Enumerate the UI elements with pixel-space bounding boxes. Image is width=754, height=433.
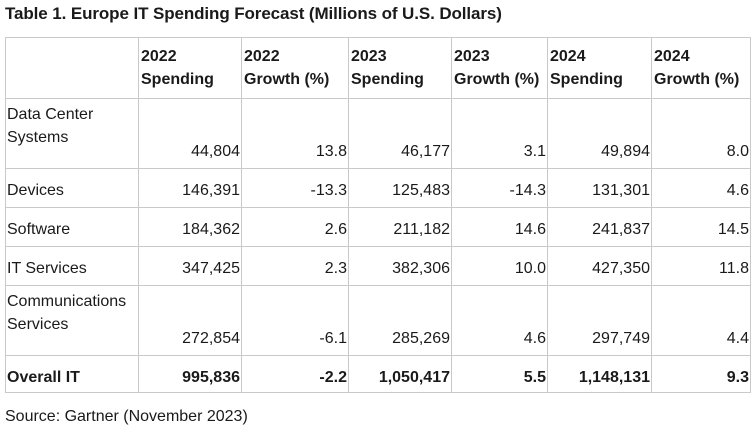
- table-cell: 211,182: [348, 207, 452, 247]
- table-cell: 14.5: [651, 207, 751, 247]
- table-cell: 184,362: [138, 207, 242, 247]
- row-label: Overall IT: [5, 355, 139, 393]
- row-label: IT Services: [5, 246, 139, 286]
- table-cell: 4.6: [651, 168, 751, 208]
- table-cell: 49,894: [547, 98, 652, 169]
- table-cell: 5.5: [451, 355, 548, 393]
- table-cell: 427,350: [547, 246, 652, 286]
- table-cell: 241,837: [547, 207, 652, 247]
- table-cell: -2.2: [241, 355, 349, 393]
- table-row: Devices 146,391 -13.3 125,483 -14.3 131,…: [5, 168, 751, 208]
- table-cell: 347,425: [138, 246, 242, 286]
- table-row: Data Center Systems 44,804 13.8 46,177 3.…: [5, 98, 751, 169]
- header-cell-label: [5, 37, 139, 99]
- table-cell: 995,836: [138, 355, 242, 393]
- table-cell: 13.8: [241, 98, 349, 169]
- source-note: Source: Gartner (November 2023): [5, 408, 248, 425]
- header-row: 2022 Spending 2022 Growth (%) 2023 Spending…: [5, 37, 751, 99]
- table-cell: 1,050,417: [348, 355, 452, 393]
- table-cell: 10.0: [451, 246, 548, 286]
- table-cell: 4.6: [451, 285, 548, 356]
- table-cell: -6.1: [241, 285, 349, 356]
- header-cell-2023-growth: 2023 Growth (%): [451, 37, 548, 99]
- header-cell-2022-growth: 2022 Growth (%): [241, 37, 349, 99]
- table-cell: 285,269: [348, 285, 452, 356]
- table-cell: 2.6: [241, 207, 349, 247]
- table-cell: 4.4: [651, 285, 751, 356]
- row-label: Devices: [5, 168, 139, 208]
- header-cell-2024-spending: 2024 Spending: [547, 37, 652, 99]
- table-row: Communications Services 272,854 -6.1 285,…: [5, 285, 751, 356]
- row-label: Software: [5, 207, 139, 247]
- table-cell: 3.1: [451, 98, 548, 169]
- table-cell: 2.3: [241, 246, 349, 286]
- table-row: Software 184,362 2.6 211,182 14.6 241,83…: [5, 207, 751, 247]
- table-cell: 8.0: [651, 98, 751, 169]
- table-cell: 44,804: [138, 98, 242, 169]
- total-row: Overall IT 995,836 -2.2 1,050,417 5.5 1,…: [5, 355, 751, 393]
- table-cell: 131,301: [547, 168, 652, 208]
- table-cell: 297,749: [547, 285, 652, 356]
- table-cell: 382,306: [348, 246, 452, 286]
- header-cell-2022-spending: 2022 Spending: [138, 37, 242, 99]
- row-label: Data Center Systems: [5, 98, 139, 169]
- table-cell: 14.6: [451, 207, 548, 247]
- header-cell-2024-growth: 2024 Growth (%): [651, 37, 751, 99]
- table-cell: -13.3: [241, 168, 349, 208]
- table-cell: 125,483: [348, 168, 452, 208]
- table-cell: 272,854: [138, 285, 242, 356]
- table-cell: 11.8: [651, 246, 751, 286]
- row-label: Communications Services: [5, 285, 139, 356]
- spending-forecast-table: 2022 Spending 2022 Growth (%) 2023 Spending…: [5, 37, 751, 393]
- table-row: IT Services 347,425 2.3 382,306 10.0 427…: [5, 246, 751, 286]
- table-cell: 46,177: [348, 98, 452, 169]
- table-title: Table 1. Europe IT Spending Forecast (Mi…: [5, 4, 502, 23]
- table-cell: 1,148,131: [547, 355, 652, 393]
- header-cell-2023-spending: 2023 Spending: [348, 37, 452, 99]
- table-cell: 146,391: [138, 168, 242, 208]
- table-cell: 9.3: [651, 355, 751, 393]
- table-cell: -14.3: [451, 168, 548, 208]
